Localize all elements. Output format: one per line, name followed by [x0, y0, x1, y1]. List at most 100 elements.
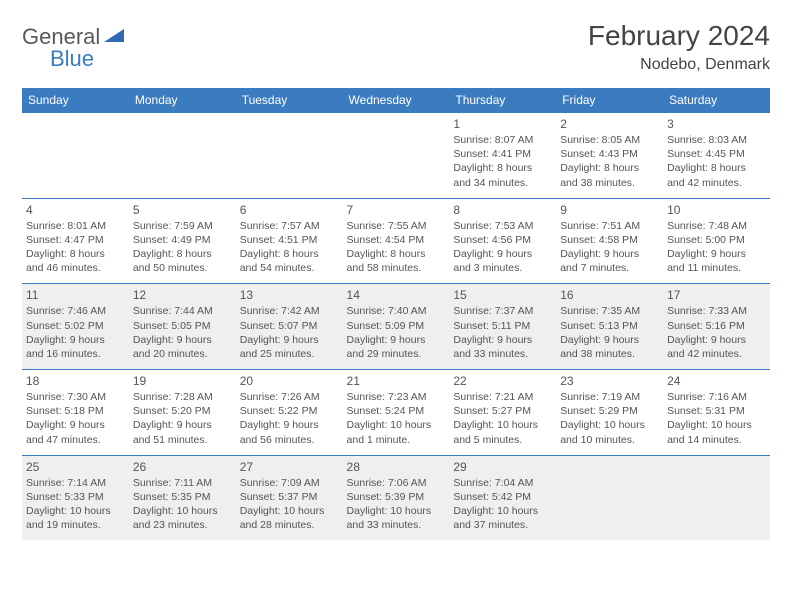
- calendar-day: 5 Sunrise: 7:59 AMSunset: 4:49 PMDaylight…: [129, 198, 236, 284]
- day-number: 8: [453, 203, 552, 217]
- day-details: Sunrise: 7:11 AMSunset: 5:35 PMDaylight:…: [133, 476, 232, 533]
- day-number: 2: [560, 117, 659, 131]
- day-number: 28: [347, 460, 446, 474]
- calendar-day: 1 Sunrise: 8:07 AMSunset: 4:41 PMDaylight…: [449, 113, 556, 199]
- calendar-day-empty: [663, 455, 770, 540]
- day-number: 22: [453, 374, 552, 388]
- day-number: 3: [667, 117, 766, 131]
- day-details: Sunrise: 8:03 AMSunset: 4:45 PMDaylight:…: [667, 133, 766, 190]
- day-details: Sunrise: 7:06 AMSunset: 5:39 PMDaylight:…: [347, 476, 446, 533]
- calendar-week: 11Sunrise: 7:46 AMSunset: 5:02 PMDayligh…: [22, 284, 770, 370]
- calendar-day: 11Sunrise: 7:46 AMSunset: 5:02 PMDayligh…: [22, 284, 129, 370]
- day-details: Sunrise: 7:26 AMSunset: 5:22 PMDaylight:…: [240, 390, 339, 447]
- day-number: 29: [453, 460, 552, 474]
- day-details: Sunrise: 7:09 AMSunset: 5:37 PMDaylight:…: [240, 476, 339, 533]
- day-number: 24: [667, 374, 766, 388]
- dow-header: Wednesday: [343, 88, 450, 113]
- calendar-day-empty: [556, 455, 663, 540]
- calendar-day: 20Sunrise: 7:26 AMSunset: 5:22 PMDayligh…: [236, 370, 343, 456]
- calendar-day: 26 Sunrise: 7:11 AMSunset: 5:35 PMDayligh…: [129, 455, 236, 540]
- calendar-day-empty: [129, 113, 236, 199]
- day-details: Sunrise: 7:37 AMSunset: 5:11 PMDaylight:…: [453, 304, 552, 361]
- day-number: 18: [26, 374, 125, 388]
- day-details: Sunrise: 7:44 AMSunset: 5:05 PMDaylight:…: [133, 304, 232, 361]
- day-details: Sunrise: 7:42 AMSunset: 5:07 PMDaylight:…: [240, 304, 339, 361]
- day-number: 4: [26, 203, 125, 217]
- day-number: 27: [240, 460, 339, 474]
- calendar-table: SundayMondayTuesdayWednesdayThursdayFrid…: [22, 88, 770, 540]
- calendar-day: 4 Sunrise: 8:01 AMSunset: 4:47 PMDaylight…: [22, 198, 129, 284]
- day-details: Sunrise: 7:30 AMSunset: 5:18 PMDaylight:…: [26, 390, 125, 447]
- calendar-day: 7Sunrise: 7:55 AMSunset: 4:54 PMDaylight…: [343, 198, 450, 284]
- calendar-day: 22Sunrise: 7:21 AMSunset: 5:27 PMDayligh…: [449, 370, 556, 456]
- day-details: Sunrise: 7:53 AMSunset: 4:56 PMDaylight:…: [453, 219, 552, 276]
- day-details: Sunrise: 7:28 AMSunset: 5:20 PMDaylight:…: [133, 390, 232, 447]
- calendar-day: 14Sunrise: 7:40 AMSunset: 5:09 PMDayligh…: [343, 284, 450, 370]
- calendar-day: 18 Sunrise: 7:30 AMSunset: 5:18 PMDayligh…: [22, 370, 129, 456]
- calendar-day-empty: [236, 113, 343, 199]
- calendar-day: 21 Sunrise: 7:23 AMSunset: 5:24 PMDayligh…: [343, 370, 450, 456]
- day-details: Sunrise: 7:59 AMSunset: 4:49 PMDaylight:…: [133, 219, 232, 276]
- calendar-day: 8 Sunrise: 7:53 AMSunset: 4:56 PMDaylight…: [449, 198, 556, 284]
- day-number: 14: [347, 288, 446, 302]
- calendar-day: 6 Sunrise: 7:57 AMSunset: 4:51 PMDaylight…: [236, 198, 343, 284]
- day-details: Sunrise: 7:19 AMSunset: 5:29 PMDaylight:…: [560, 390, 659, 447]
- day-details: Sunrise: 7:57 AMSunset: 4:51 PMDaylight:…: [240, 219, 339, 276]
- day-number: 5: [133, 203, 232, 217]
- dow-header: Thursday: [449, 88, 556, 113]
- day-details: Sunrise: 7:16 AMSunset: 5:31 PMDaylight:…: [667, 390, 766, 447]
- calendar-body: 1 Sunrise: 8:07 AMSunset: 4:41 PMDaylight…: [22, 113, 770, 541]
- calendar-day: 16Sunrise: 7:35 AMSunset: 5:13 PMDayligh…: [556, 284, 663, 370]
- day-details: Sunrise: 8:07 AMSunset: 4:41 PMDaylight:…: [453, 133, 552, 190]
- calendar-day: 12 Sunrise: 7:44 AMSunset: 5:05 PMDayligh…: [129, 284, 236, 370]
- day-details: Sunrise: 8:05 AMSunset: 4:43 PMDaylight:…: [560, 133, 659, 190]
- calendar-day: 15 Sunrise: 7:37 AMSunset: 5:11 PMDayligh…: [449, 284, 556, 370]
- dow-header: Monday: [129, 88, 236, 113]
- day-details: Sunrise: 8:01 AMSunset: 4:47 PMDaylight:…: [26, 219, 125, 276]
- day-details: Sunrise: 7:48 AMSunset: 5:00 PMDaylight:…: [667, 219, 766, 276]
- day-number: 12: [133, 288, 232, 302]
- calendar-week: 25 Sunrise: 7:14 AMSunset: 5:33 PMDayligh…: [22, 455, 770, 540]
- day-details: Sunrise: 7:23 AMSunset: 5:24 PMDaylight:…: [347, 390, 446, 447]
- calendar-head: SundayMondayTuesdayWednesdayThursdayFrid…: [22, 88, 770, 113]
- header: GeneralBlue February 2024 Nodebo, Denmar…: [22, 20, 770, 74]
- dow-header: Tuesday: [236, 88, 343, 113]
- day-details: Sunrise: 7:14 AMSunset: 5:33 PMDaylight:…: [26, 476, 125, 533]
- day-number: 13: [240, 288, 339, 302]
- day-number: 6: [240, 203, 339, 217]
- logo-text-2: Blue: [50, 46, 124, 72]
- day-number: 23: [560, 374, 659, 388]
- day-number: 21: [347, 374, 446, 388]
- dow-row: SundayMondayTuesdayWednesdayThursdayFrid…: [22, 88, 770, 113]
- day-details: Sunrise: 7:51 AMSunset: 4:58 PMDaylight:…: [560, 219, 659, 276]
- day-number: 16: [560, 288, 659, 302]
- dow-header: Friday: [556, 88, 663, 113]
- calendar-week: 4 Sunrise: 8:01 AMSunset: 4:47 PMDaylight…: [22, 198, 770, 284]
- day-number: 26: [133, 460, 232, 474]
- calendar-day-empty: [22, 113, 129, 199]
- day-number: 15: [453, 288, 552, 302]
- day-number: 11: [26, 288, 125, 302]
- day-number: 1: [453, 117, 552, 131]
- day-number: 25: [26, 460, 125, 474]
- calendar-day-empty: [343, 113, 450, 199]
- day-number: 19: [133, 374, 232, 388]
- calendar-day: 17 Sunrise: 7:33 AMSunset: 5:16 PMDayligh…: [663, 284, 770, 370]
- day-details: Sunrise: 7:55 AMSunset: 4:54 PMDaylight:…: [347, 219, 446, 276]
- calendar-day: 19 Sunrise: 7:28 AMSunset: 5:20 PMDayligh…: [129, 370, 236, 456]
- calendar-day: 29 Sunrise: 7:04 AMSunset: 5:42 PMDayligh…: [449, 455, 556, 540]
- calendar-day: 10Sunrise: 7:48 AMSunset: 5:00 PMDayligh…: [663, 198, 770, 284]
- day-number: 9: [560, 203, 659, 217]
- location-label: Nodebo, Denmark: [588, 56, 770, 74]
- title-block: February 2024 Nodebo, Denmark: [588, 20, 770, 74]
- day-details: Sunrise: 7:04 AMSunset: 5:42 PMDaylight:…: [453, 476, 552, 533]
- calendar-day: 23 Sunrise: 7:19 AMSunset: 5:29 PMDayligh…: [556, 370, 663, 456]
- day-details: Sunrise: 7:33 AMSunset: 5:16 PMDaylight:…: [667, 304, 766, 361]
- logo-triangle-icon: [104, 28, 124, 47]
- calendar-day: 13 Sunrise: 7:42 AMSunset: 5:07 PMDayligh…: [236, 284, 343, 370]
- calendar-day: 9 Sunrise: 7:51 AMSunset: 4:58 PMDaylight…: [556, 198, 663, 284]
- calendar-day: 27 Sunrise: 7:09 AMSunset: 5:37 PMDayligh…: [236, 455, 343, 540]
- calendar-day: 3 Sunrise: 8:03 AMSunset: 4:45 PMDaylight…: [663, 113, 770, 199]
- calendar-day: 2 Sunrise: 8:05 AMSunset: 4:43 PMDaylight…: [556, 113, 663, 199]
- day-number: 17: [667, 288, 766, 302]
